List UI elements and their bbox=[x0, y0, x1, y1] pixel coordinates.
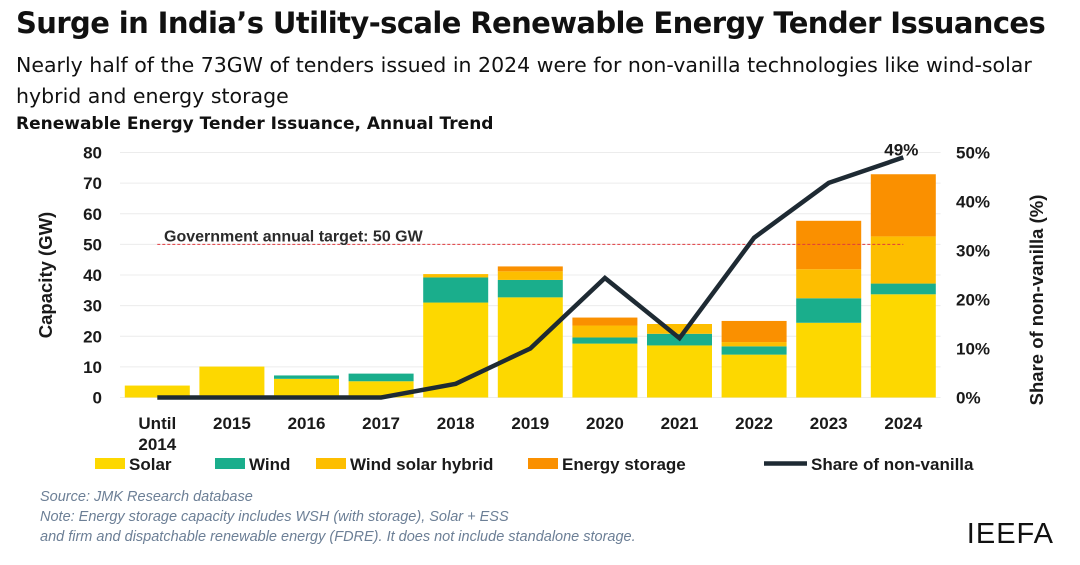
y-tick-label: 30 bbox=[83, 297, 102, 316]
page-title: Surge in India’s Utility-scale Renewable… bbox=[16, 6, 1046, 40]
x-tick-label: 2023 bbox=[810, 414, 848, 433]
y-tick-label: 50 bbox=[83, 235, 102, 254]
bar-energy-storage bbox=[572, 317, 638, 326]
bar-solar bbox=[870, 294, 936, 398]
bar-wind bbox=[423, 277, 489, 303]
legend-label: Energy storage bbox=[562, 455, 686, 474]
x-tick-label: 2019 bbox=[511, 414, 549, 433]
bar-solar bbox=[572, 343, 638, 398]
bar-solar bbox=[274, 378, 339, 398]
y-tick-label: 80 bbox=[83, 144, 102, 163]
legend-label: Solar bbox=[129, 455, 172, 474]
y2-axis-title: Share of non-vanilla (%) bbox=[1026, 195, 1047, 406]
y2-tick-label: 50% bbox=[956, 144, 990, 163]
legend-swatch bbox=[215, 458, 245, 469]
y-tick-label: 20 bbox=[83, 327, 102, 346]
bar-wind-solar-hybrid bbox=[721, 342, 787, 347]
x-tick-label: 2021 bbox=[661, 414, 699, 433]
legend-label: Share of non-vanilla bbox=[811, 455, 974, 474]
bar-wind bbox=[348, 373, 414, 382]
target-line-label: Government annual target: 50 GW bbox=[164, 228, 424, 245]
y-tick-label: 70 bbox=[83, 174, 102, 193]
x-tick-label: 2017 bbox=[362, 414, 400, 433]
legend-swatch bbox=[316, 458, 346, 469]
line-data-label: 49% bbox=[884, 140, 918, 159]
bar-wind-solar-hybrid bbox=[647, 324, 712, 334]
bar-solar bbox=[796, 322, 862, 398]
brand-logo: IEEFA bbox=[966, 518, 1054, 550]
bar-wind-solar-hybrid bbox=[572, 325, 638, 338]
bar-wind-solar-hybrid bbox=[796, 269, 862, 299]
bar-wind bbox=[572, 337, 638, 344]
bar-wind-solar-hybrid bbox=[497, 271, 563, 280]
y2-tick-label: 0% bbox=[956, 389, 981, 408]
y-tick-label: 60 bbox=[83, 205, 102, 224]
footer: Source: JMK Research database Note: Ener… bbox=[40, 487, 636, 547]
legend-label: Wind solar hybrid bbox=[350, 455, 493, 474]
y2-tick-label: 20% bbox=[956, 291, 990, 310]
bar-solar bbox=[124, 385, 190, 398]
y-tick-label: 10 bbox=[83, 358, 102, 377]
bar-solar bbox=[647, 345, 712, 398]
bar-solar bbox=[199, 366, 265, 398]
x-tick-label: 2024 bbox=[884, 414, 922, 433]
x-tick-label: 2015 bbox=[213, 414, 251, 433]
y-tick-label: 40 bbox=[83, 266, 102, 285]
legend-swatch bbox=[528, 458, 558, 469]
chart-title: Renewable Energy Tender Issuance, Annual… bbox=[16, 114, 494, 134]
source-note: Source: JMK Research database bbox=[40, 489, 253, 505]
bar-solar bbox=[721, 354, 787, 398]
bar-energy-storage bbox=[796, 220, 862, 270]
x-tick-label: 2016 bbox=[288, 414, 326, 433]
x-tick-label: 2022 bbox=[735, 414, 773, 433]
bar-wind bbox=[796, 298, 862, 323]
footnote-line-1: Note: Energy storage capacity includes W… bbox=[40, 509, 509, 525]
x-tick-label: Until bbox=[138, 414, 176, 433]
page-subtitle: Nearly half of the 73GW of tenders issue… bbox=[16, 53, 1032, 108]
y-tick-label: 0 bbox=[93, 389, 102, 408]
bar-energy-storage bbox=[497, 266, 563, 272]
x-tick-label: 2018 bbox=[437, 414, 475, 433]
bar-wind bbox=[870, 283, 936, 295]
bar-wind-solar-hybrid bbox=[423, 274, 489, 278]
bar-energy-storage bbox=[721, 320, 787, 343]
x-tick-label: 2014 bbox=[138, 435, 176, 454]
bar-wind-solar-hybrid bbox=[870, 236, 936, 284]
footnote-line-2: and firm and dispatchable renewable ener… bbox=[40, 529, 636, 545]
legend-swatch bbox=[95, 458, 125, 469]
y-axis-title: Capacity (GW) bbox=[35, 212, 56, 338]
bar-wind bbox=[497, 279, 563, 298]
share-line bbox=[157, 155, 905, 400]
legend-label: Wind bbox=[249, 455, 290, 474]
bar-wind bbox=[721, 346, 787, 355]
bar-wind bbox=[274, 375, 339, 379]
x-tick-label: 2020 bbox=[586, 414, 624, 433]
y2-tick-label: 30% bbox=[956, 242, 990, 261]
bar-energy-storage bbox=[870, 174, 936, 237]
y2-tick-label: 40% bbox=[956, 193, 990, 212]
y2-tick-label: 10% bbox=[956, 340, 990, 359]
